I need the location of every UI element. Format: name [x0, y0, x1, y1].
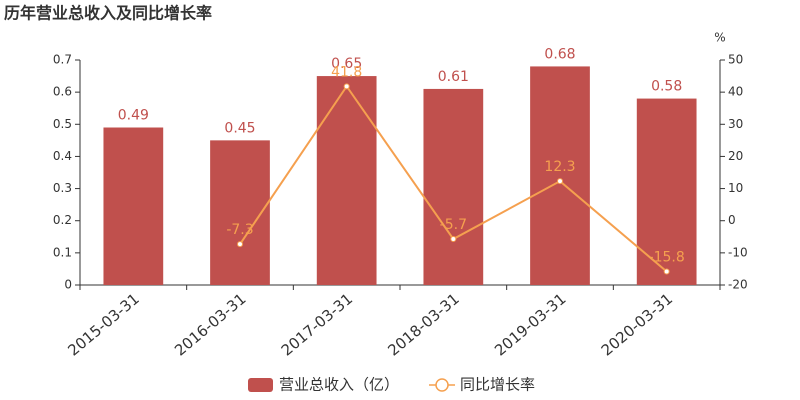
- bar: [423, 88, 484, 285]
- line-point: [450, 236, 457, 243]
- line-point: [557, 178, 563, 185]
- line-value-label: -7.3: [226, 222, 253, 238]
- y2-tick-label: 50: [728, 53, 743, 67]
- bar: [210, 140, 270, 285]
- x-tick-label: 2015-03-31: [64, 290, 142, 360]
- y-tick-label: 0: [64, 278, 72, 292]
- y-tick-label: 0.2: [53, 213, 72, 227]
- y2-axis-label: %: [714, 31, 725, 45]
- legend-swatch: [248, 378, 273, 392]
- y2-tick-label: 0: [728, 213, 736, 227]
- y-tick-label: 0.7: [53, 53, 72, 67]
- legend-marker: [435, 378, 449, 392]
- y2-tick-label: 40: [728, 85, 743, 99]
- y-tick-label: 0.1: [53, 245, 72, 259]
- y2-tick-label: 30: [728, 117, 743, 131]
- y2-tick-label: -20: [728, 278, 748, 292]
- legend-label: 同比增长率: [460, 376, 535, 394]
- line-value-label: -15.8: [649, 250, 685, 266]
- line-value-label: -5.7: [440, 217, 467, 233]
- y-tick-label: 0.3: [53, 181, 72, 195]
- chart-title: 历年营业总收入及同比增长率: [4, 4, 212, 23]
- line-value-label: 41.8: [331, 64, 362, 80]
- bar-value-label: 0.58: [651, 79, 682, 95]
- bar: [530, 66, 590, 285]
- y2-tick-label: 10: [728, 181, 743, 195]
- bar-value-label: 0.61: [438, 69, 469, 85]
- bar-value-label: 0.65: [331, 56, 362, 72]
- bar-value-label: 0.45: [224, 120, 255, 136]
- bar: [103, 127, 164, 285]
- x-tick-label: 2018-03-31: [384, 290, 462, 360]
- x-tick-label: 2017-03-31: [278, 290, 356, 360]
- bar-value-label: 0.49: [118, 108, 149, 124]
- x-tick-label: 2019-03-31: [491, 290, 569, 360]
- line-point: [663, 268, 670, 275]
- y2-tick-label: -10: [728, 245, 748, 259]
- line-point: [343, 83, 350, 90]
- x-tick-label: 2020-03-31: [598, 290, 676, 360]
- line-value-label: 12.3: [544, 159, 575, 175]
- y2-tick-label: 20: [728, 149, 743, 163]
- y-tick-label: 0.6: [53, 85, 72, 99]
- legend-label: 营业总收入（亿）: [279, 376, 399, 394]
- bar: [316, 76, 377, 285]
- bar-value-label: 0.68: [544, 46, 575, 62]
- y-tick-label: 0.4: [53, 149, 72, 163]
- y-tick-label: 0.5: [53, 117, 72, 131]
- line-point: [237, 241, 243, 248]
- x-tick-label: 2016-03-31: [171, 290, 249, 360]
